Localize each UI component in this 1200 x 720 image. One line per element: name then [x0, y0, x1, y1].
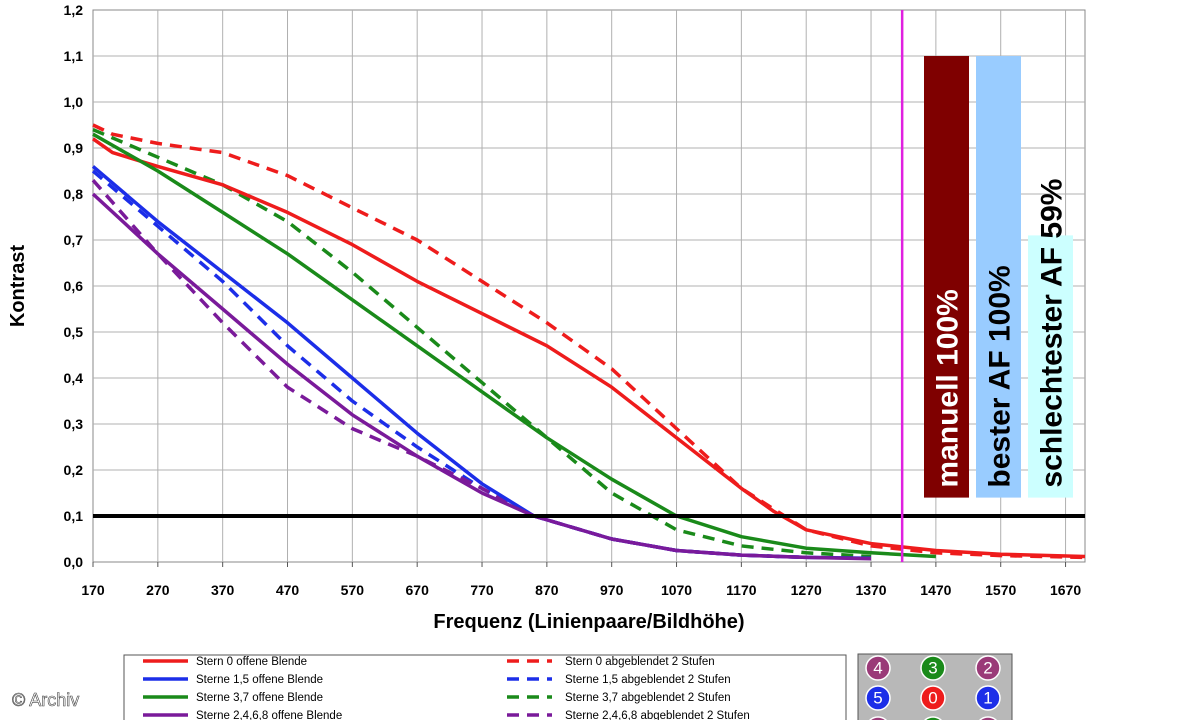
series-lines [91, 123, 1086, 561]
legend-label: Sterne 3,7 abgeblendet 2 Stufen [565, 692, 731, 704]
star-position-badge-partial [868, 716, 888, 720]
annotation-bar-3 [1028, 235, 1073, 498]
annotation-bar-label-1: manuell 100% [932, 289, 965, 487]
star-position-number: 5 [873, 689, 882, 708]
y-tick-label: 0,5 [64, 324, 84, 340]
star-position-badge [975, 685, 1001, 711]
x-tick-label: 1570 [985, 582, 1016, 598]
x-tick-label: 1470 [920, 582, 951, 598]
y-tick-label: 0,4 [64, 370, 84, 386]
legend-label: Sterne 2,4,6,8 abgeblendet 2 Stufen [565, 710, 750, 720]
y-tick-label: 0,7 [64, 232, 84, 248]
star-position-badge [975, 655, 1001, 681]
x-tick-label: 1070 [661, 582, 692, 598]
star-position-number: 0 [928, 689, 937, 708]
y-tick-label: 1,2 [64, 2, 84, 18]
series-line-7 [91, 192, 872, 561]
legend-label: Sterne 3,7 offene Blende [196, 692, 323, 704]
x-tick-label: 1270 [791, 582, 822, 598]
star-position-number: 1 [983, 689, 992, 708]
y-tick-label: 0,6 [64, 278, 84, 294]
legend-label: Stern 0 abgeblendet 2 Stufen [565, 656, 715, 668]
star-position-number: 3 [928, 659, 937, 678]
y-tick-label: 1,1 [64, 48, 84, 64]
x-tick-label: 170 [81, 582, 105, 598]
star-position-badge-partial [923, 716, 943, 720]
y-tick-label: 0,0 [64, 554, 84, 570]
annotation-bars: manuell 100% bester AF 100% schlechtester … [924, 56, 1073, 498]
y-tick-label: 1,0 [64, 94, 84, 110]
legend-label: Sterne 1,5 offene Blende [196, 674, 323, 686]
star-position-badge [865, 685, 891, 711]
x-tick-label: 270 [146, 582, 170, 598]
x-tick-label: 470 [276, 582, 300, 598]
reference-lines [93, 10, 1085, 562]
legend-label: Sterne 1,5 abgeblendet 2 Stufen [565, 674, 731, 686]
y-tick-label: 0,2 [64, 462, 84, 478]
x-tick-label: 970 [600, 582, 624, 598]
star-position-badge [920, 655, 946, 681]
annotation-bar-label-2: bester AF 100% [984, 265, 1017, 487]
legend-label: Stern 0 offene Blende [196, 656, 307, 668]
star-position-badge-partial [978, 716, 998, 720]
star-position-number: 2 [983, 659, 992, 678]
legend-frame [123, 654, 847, 720]
y-tick-label: 0,9 [64, 140, 84, 156]
x-tick-label: 770 [470, 582, 494, 598]
legend: Stern 0 offene Blende Sterne 1,5 offene B… [123, 654, 847, 720]
x-tick-label: 1370 [855, 582, 886, 598]
star-position-number: 4 [873, 659, 882, 678]
series-line-5 [92, 132, 936, 559]
tick-labels: 0,0 0,1 0,2 0,3 0,4 0,5 0,6 0,7 0,8 0,9 1,0 1,1 1,2 1… [64, 2, 1082, 598]
series-line-4 [91, 169, 807, 560]
star-position-badge [920, 685, 946, 711]
y-axis-title: Kontrast [7, 245, 29, 328]
x-axis-title: Frequenz (Linienpaare/Bildhöhe) [433, 611, 744, 633]
annotation-bar-label-3: schlechtester AF 59% [1036, 179, 1069, 488]
x-tick-label: 1670 [1050, 582, 1081, 598]
star-position-badge [865, 655, 891, 681]
star-position-diagram: 4 3 2 5 0 1 [857, 653, 1013, 720]
y-tick-label: 0,8 [64, 186, 84, 202]
y-tick-label: 0,1 [64, 508, 84, 524]
x-tick-label: 1170 [726, 582, 757, 598]
copyright-credit: © Archiv [12, 690, 79, 710]
annotation-bar-1 [924, 56, 969, 498]
x-tick-label: 370 [211, 582, 235, 598]
series-line-1 [91, 137, 1086, 559]
series-line-2 [92, 123, 1086, 560]
x-tick-label: 870 [535, 582, 559, 598]
x-tick-label: 570 [341, 582, 365, 598]
legend-label: Sterne 2,4,6,8 offene Blende [196, 710, 342, 720]
y-tick-label: 0,3 [64, 416, 84, 432]
annotation-bar-2 [976, 56, 1021, 498]
x-tick-label: 670 [406, 582, 430, 598]
